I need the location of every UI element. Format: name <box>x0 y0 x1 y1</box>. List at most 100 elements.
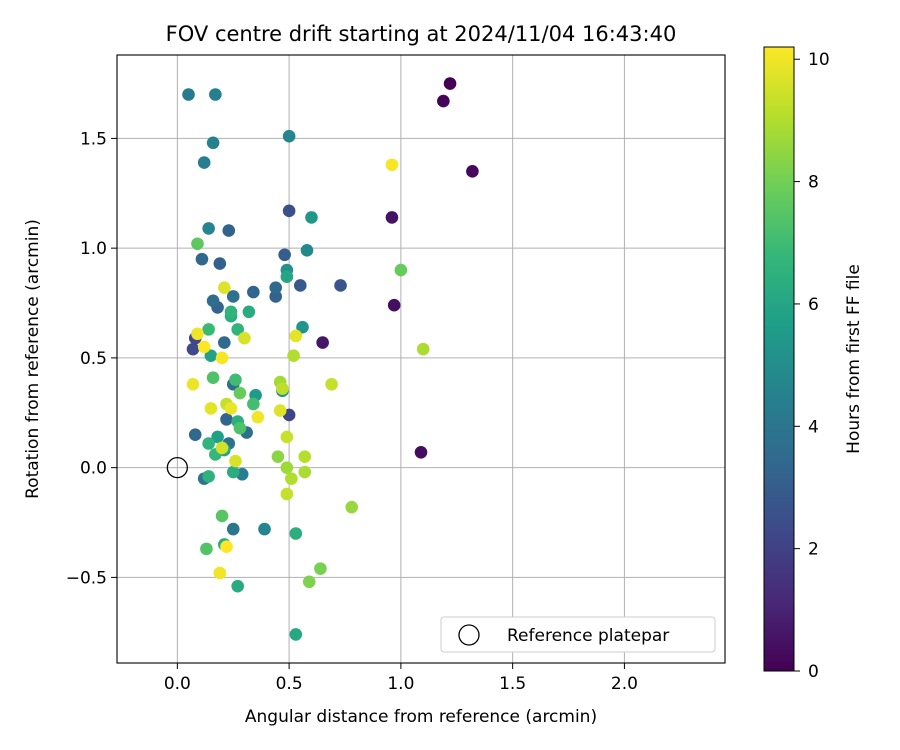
colorbar-tick-label: 4 <box>808 417 819 437</box>
scatter-point <box>280 461 294 474</box>
y-tick-label: −0.5 <box>66 568 107 588</box>
x-tick-label: 1.0 <box>387 674 414 694</box>
scatter-point <box>188 428 202 442</box>
scatter-point <box>298 465 312 479</box>
scatter-point <box>204 349 218 363</box>
legend-box <box>440 616 716 653</box>
reference-platepar-marker <box>166 456 189 479</box>
scatter-point <box>226 522 240 536</box>
scatter-point <box>231 579 245 593</box>
scatter-point <box>220 413 233 426</box>
scatter-point <box>213 566 227 580</box>
scatter-point <box>220 540 233 553</box>
scatter-point <box>271 450 285 463</box>
scatter-point <box>282 129 296 143</box>
scatter-point <box>242 305 256 319</box>
colorbar: 0 2 4 6 8 10 Hours from first FF file <box>763 46 864 682</box>
scatter-point <box>215 441 229 455</box>
scatter-point <box>285 472 298 485</box>
scatter-point <box>211 430 224 444</box>
scatter-point <box>387 298 401 312</box>
scatter-point <box>202 323 215 336</box>
scatter-point <box>215 351 229 365</box>
scatter-point <box>437 94 450 108</box>
scatter-point <box>204 402 218 415</box>
scatter-point <box>200 542 213 556</box>
scatter-point <box>334 279 347 292</box>
scatter-point <box>191 327 204 341</box>
scatter-point <box>231 323 245 336</box>
scatter-point <box>316 336 329 349</box>
scatter-point <box>287 349 300 363</box>
scatter-point <box>278 248 291 262</box>
scatter-point <box>280 270 294 283</box>
scatter-point <box>233 421 247 435</box>
scatter-point <box>289 527 303 540</box>
scatter-point <box>443 77 457 90</box>
scatter-point <box>238 331 251 345</box>
chart-title: FOV centre drift starting at 2024/11/04 … <box>166 22 677 46</box>
scatter-point <box>222 224 236 237</box>
scatter-point <box>280 487 294 501</box>
scatter-point <box>300 244 314 257</box>
scatter-point <box>247 397 260 411</box>
scatter-point <box>289 628 303 641</box>
scatter-point <box>296 320 309 334</box>
colorbar-gradient <box>763 46 795 672</box>
scatter-points <box>182 77 479 641</box>
x-tick-label: 1.5 <box>499 674 526 694</box>
scatter-point <box>209 88 222 101</box>
scatter-point <box>293 279 307 292</box>
scatter-point <box>276 382 289 395</box>
scatter-point <box>206 371 220 384</box>
scatter-point <box>226 465 240 479</box>
scatter-point <box>273 404 287 417</box>
scatter-point <box>217 336 231 349</box>
y-axis-ticks: −0.5 0.0 0.5 1.0 1.5 <box>66 129 117 588</box>
scatter-point <box>217 281 231 294</box>
colorbar-ticks: 0 2 4 6 8 10 <box>794 50 830 682</box>
scatter-point <box>394 263 408 277</box>
scatter-point <box>186 342 200 356</box>
scatter-point <box>224 305 238 319</box>
scatter-point <box>229 373 242 387</box>
x-tick-label: 0.5 <box>276 674 303 694</box>
colorbar-label: Hours from first FF file <box>844 264 864 454</box>
scatter-point <box>191 237 204 251</box>
scatter-point <box>229 454 242 468</box>
scatter-point <box>202 222 215 235</box>
scatter-point <box>247 285 260 299</box>
scatter-point <box>215 509 229 523</box>
legend: Reference platepar <box>440 616 716 653</box>
scatter-point <box>233 386 247 400</box>
scatter-point <box>224 402 238 415</box>
scatter-point <box>202 470 215 483</box>
y-tick-label: 1.5 <box>80 129 107 149</box>
plot-area <box>116 54 726 664</box>
scatter-point <box>182 88 195 101</box>
plot-frame <box>116 54 726 664</box>
y-tick-label: 0.5 <box>80 349 107 369</box>
scatter-point <box>226 290 240 303</box>
scatter-point <box>206 136 220 150</box>
scatter-point <box>186 377 200 391</box>
scatter-point <box>298 450 312 463</box>
scatter-point <box>466 165 479 178</box>
scatter-point <box>302 575 316 589</box>
colorbar-tick-label: 6 <box>808 295 819 315</box>
y-tick-label: 1.0 <box>80 239 107 259</box>
scatter-point <box>289 329 303 343</box>
colorbar-tick-label: 10 <box>808 50 830 70</box>
x-axis-label: Angular distance from reference (arcmin) <box>245 707 597 727</box>
scatter-point <box>251 410 265 424</box>
colorbar-tick-label: 8 <box>808 173 819 193</box>
y-tick-label: 0.0 <box>80 459 107 479</box>
legend-marker-reference <box>458 624 480 646</box>
colorbar-tick-label: 2 <box>808 540 819 560</box>
scatter-point <box>280 430 294 444</box>
scatter-point <box>195 252 209 266</box>
scatter-point <box>258 522 271 536</box>
legend-label-reference: Reference platepar <box>507 626 669 646</box>
scatter-point <box>416 342 430 356</box>
colorbar-tick-label: 0 <box>808 662 819 682</box>
